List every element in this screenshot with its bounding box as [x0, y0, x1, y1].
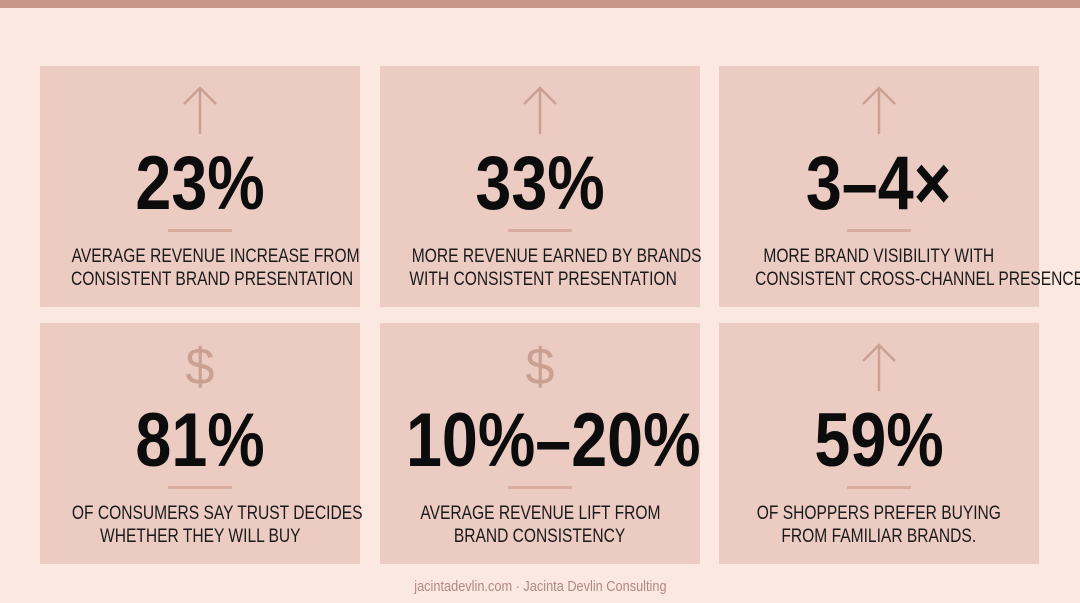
stat-text: 10%–20% [405, 398, 701, 483]
rule [847, 229, 911, 232]
desc-line: MORE BRAND VISIBILITY WITH [763, 246, 995, 267]
desc-line: FROM FAMILIAR BRANDS. [781, 526, 977, 547]
arrow-icon [862, 86, 896, 134]
desc-line: WITH CONSISTENT PRESENTATION [409, 269, 677, 290]
desc-line: AVERAGE REVENUE INCREASE FROM [71, 246, 360, 267]
rule [508, 486, 572, 489]
desc-line: BRAND CONSISTENCY [454, 526, 626, 547]
stat-card: 23% AVERAGE REVENUE INCREASE FROM CONSIST… [40, 66, 360, 307]
description: MORE BRAND VISIBILITY WITH CONSISTENT CRO… [719, 245, 1080, 291]
stat-card: 3–4× MORE BRAND VISIBILITY WITH CONSISTEN… [719, 66, 1080, 307]
stat: 33% [380, 142, 700, 226]
stat: 23% [40, 142, 360, 226]
desc-line: OF SHOPPERS PREFER BUYING [756, 503, 1002, 524]
arrow-icon [183, 86, 217, 134]
description: AVERAGE REVENUE LIFT FROM BRAND CONSISTEN… [380, 502, 700, 548]
desc-line: AVERAGE REVENUE LIFT FROM [419, 503, 661, 524]
stat: 3–4× [719, 142, 1039, 226]
description: AVERAGE REVENUE INCREASE FROM CONSISTENT … [40, 245, 360, 291]
stat: 59% [719, 399, 1039, 483]
icon [380, 82, 700, 138]
stat-text: 33% [475, 141, 605, 226]
desc-line: MORE REVENUE EARNED BY BRANDS [411, 246, 702, 267]
rule [508, 229, 572, 232]
icon [40, 82, 360, 138]
stat-text: 23% [135, 141, 265, 226]
dollar-icon: $ [185, 338, 215, 396]
stat: 10%–20% [380, 398, 701, 483]
stat-text: 59% [814, 398, 944, 483]
description: MORE REVENUE EARNED BY BRANDS WITH CONSIS… [380, 245, 702, 291]
stat: 81% [40, 399, 360, 483]
rule [847, 486, 911, 489]
arrow-icon [523, 86, 557, 134]
rule [168, 229, 232, 232]
description: OF CONSUMERS SAY TRUST DECIDES WHETHER TH… [40, 502, 363, 548]
desc-line: OF CONSUMERS SAY TRUST DECIDES [71, 503, 363, 524]
stat-card: 33% MORE REVENUE EARNED BY BRANDS WITH CO… [380, 66, 702, 307]
stat-text: 3–4× [806, 141, 952, 226]
footer: jacintadevlin.com · Jacinta Devlin Consu… [0, 578, 1080, 595]
desc-line: CONSISTENT CROSS-CHANNEL PRESENCE [755, 269, 1080, 290]
desc-line: WHETHER THEY WILL BUY [99, 526, 301, 547]
stat-card: 59% OF SHOPPERS PREFER BUYING FROM FAMILI… [719, 323, 1039, 564]
description: OF SHOPPERS PREFER BUYING FROM FAMILIAR B… [719, 502, 1039, 548]
arrow-icon [862, 343, 896, 391]
dollar-icon: $ [525, 338, 555, 396]
footer-text: jacintadevlin.com · Jacinta Devlin Consu… [413, 578, 667, 595]
icon [719, 82, 1039, 138]
stat-card: $ 10%–20% AVERAGE REVENUE LIFT FROM BRAND… [380, 323, 701, 564]
top-bar [0, 0, 1080, 8]
rule [168, 486, 232, 489]
desc-line: CONSISTENT BRAND PRESENTATION [70, 269, 354, 290]
stat-card: $ 81% OF CONSUMERS SAY TRUST DECIDES WHET… [40, 323, 363, 564]
icon [719, 339, 1039, 395]
stat-text: 81% [135, 398, 265, 483]
